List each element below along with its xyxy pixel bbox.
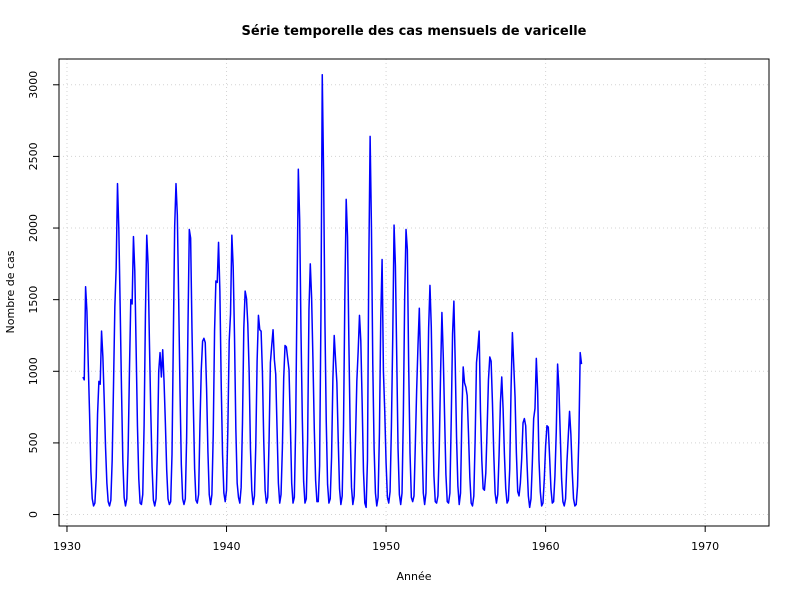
y-tick-label: 3000 <box>27 71 40 99</box>
series-line <box>82 74 583 509</box>
plot-frame <box>58 58 770 527</box>
y-tick-label: 0 <box>27 511 40 518</box>
y-tick-label: 1000 <box>27 357 40 385</box>
y-tick-label: 2000 <box>27 214 40 242</box>
x-tick-label: 1950 <box>372 540 400 553</box>
x-tick-label: 1960 <box>532 540 560 553</box>
grid <box>59 59 769 526</box>
chart-title: Série temporelle des cas mensuels de var… <box>242 24 587 39</box>
x-tick-label: 1940 <box>213 540 241 553</box>
y-axis: 0 500 1000 1500 2000 2500 3000 <box>27 71 59 518</box>
y-tick-label: 500 <box>27 432 40 453</box>
x-axis-label: Année <box>396 570 431 583</box>
x-tick-label: 1970 <box>691 540 719 553</box>
y-axis-label: Nombre de cas <box>4 250 17 333</box>
x-axis: 1930 1940 1950 1960 1970 <box>53 526 719 553</box>
x-tick-label: 1930 <box>53 540 81 553</box>
y-tick-label: 2500 <box>27 142 40 170</box>
y-tick-label: 1500 <box>27 286 40 314</box>
